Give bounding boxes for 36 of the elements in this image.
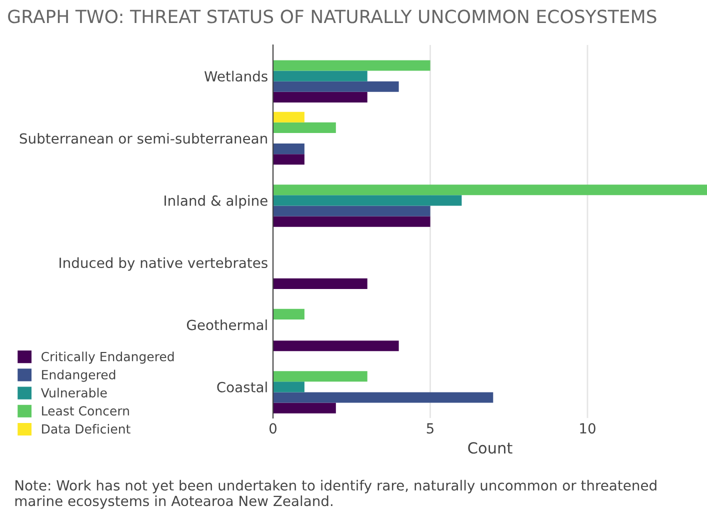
y-tick-label: Coastal — [217, 382, 267, 392]
bar — [273, 216, 430, 227]
bar — [273, 144, 304, 154]
y-tick-label: Geothermal — [186, 319, 267, 330]
bar — [273, 206, 430, 216]
y-tick-label: Inland & alpine — [164, 195, 268, 209]
y-tick-label: Subterranean or semi-subterranean — [20, 132, 267, 144]
bar — [273, 340, 399, 352]
chart-title: GRAPH TWO: THREAT STATUS OF NATURALLY UNCOMMON ECOSYSTEMS — [8, 10, 656, 24]
x-tick-label: 10 — [580, 423, 596, 434]
bar — [273, 81, 399, 92]
bar — [273, 112, 304, 122]
x-tick-label: 5 — [426, 423, 434, 434]
legend-label: Least Concern — [42, 406, 129, 416]
legend-label: Endangered — [42, 370, 116, 382]
bar — [273, 154, 304, 165]
y-tick-label: Induced by native vertebrates — [60, 257, 268, 271]
bar — [273, 92, 368, 103]
bar — [273, 382, 304, 392]
y-tick-label: Wetlands — [204, 70, 268, 82]
bar — [273, 392, 494, 403]
legend-label: Vulnerable — [40, 388, 107, 398]
bar — [273, 402, 336, 414]
bar — [273, 195, 462, 206]
text: Note: Work has not yet been undertaken to identify rare, naturally uncommon or threatened marine ecosystems in Aotearoa New Zealand. — [15, 480, 656, 509]
bar — [273, 371, 368, 382]
bar — [273, 122, 336, 133]
bar — [273, 308, 304, 320]
bar — [273, 70, 368, 82]
legend-label: Data Deficient — [42, 424, 130, 434]
bar — [273, 278, 368, 290]
x-axis-title: Count — [468, 442, 512, 454]
bar — [273, 184, 707, 196]
bar — [273, 60, 430, 71]
x-tick-label: 0 — [269, 423, 276, 434]
legend-label: Critically Endangered — [42, 352, 174, 364]
